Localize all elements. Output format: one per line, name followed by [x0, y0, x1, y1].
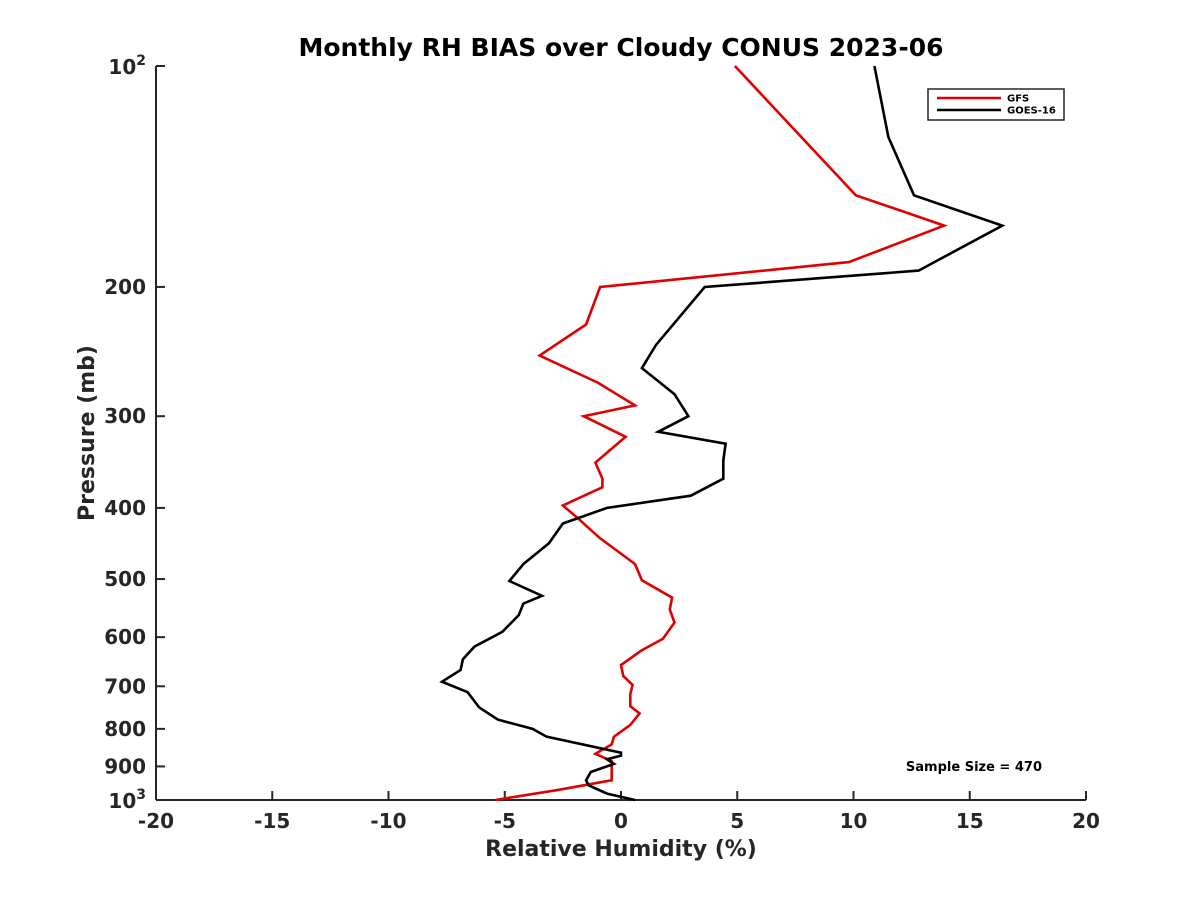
y-tick-label: 900	[104, 754, 146, 778]
series-line-gfs	[495, 65, 949, 802]
series-line-goes-16	[439, 65, 1006, 802]
x-tick-label: 10	[840, 809, 868, 833]
sample-size-annotation: Sample Size = 470	[906, 760, 1042, 775]
x-tick-label: -5	[494, 809, 516, 833]
x-axis-label: Relative Humidity (%)	[485, 837, 757, 862]
y-tick-label: 800	[104, 717, 146, 741]
y-tick-base: 10	[108, 55, 136, 79]
y-tick-label: 103	[108, 787, 146, 813]
y-axis-label: Pressure (mb)	[75, 345, 100, 521]
y-tick-label: 300	[104, 404, 146, 428]
chart-title: Monthly RH BIAS over Cloudy CONUS 2023-0…	[299, 33, 944, 62]
legend-box	[927, 88, 1065, 121]
x-tick-label: 0	[614, 809, 628, 833]
y-tick-label: 200	[104, 275, 146, 299]
y-tick-label: 700	[104, 674, 146, 698]
legend-label: GOES-16	[1007, 106, 1056, 117]
axes	[155, 66, 1086, 801]
legend-label: GFS	[1007, 94, 1029, 105]
x-ticks: -20 -15 -10 -5 0 5 10 15 20	[138, 791, 1100, 833]
x-tick-label: -10	[370, 809, 406, 833]
x-tick-label: 5	[730, 809, 744, 833]
y-tick-label: 102	[108, 53, 146, 79]
x-tick-label: -15	[254, 809, 290, 833]
y-tick-base: 10	[108, 789, 136, 813]
x-tick-label: 20	[1072, 809, 1100, 833]
y-tick-label: 400	[104, 496, 146, 520]
x-tick-label: 15	[956, 809, 984, 833]
y-tick-exponent: 2	[136, 53, 146, 69]
y-tick-label: 600	[104, 625, 146, 649]
x-tick-label: -20	[138, 809, 174, 833]
y-tick-label: 500	[104, 567, 146, 591]
y-tick-exponent: 3	[136, 787, 146, 803]
series-group	[439, 65, 1006, 802]
